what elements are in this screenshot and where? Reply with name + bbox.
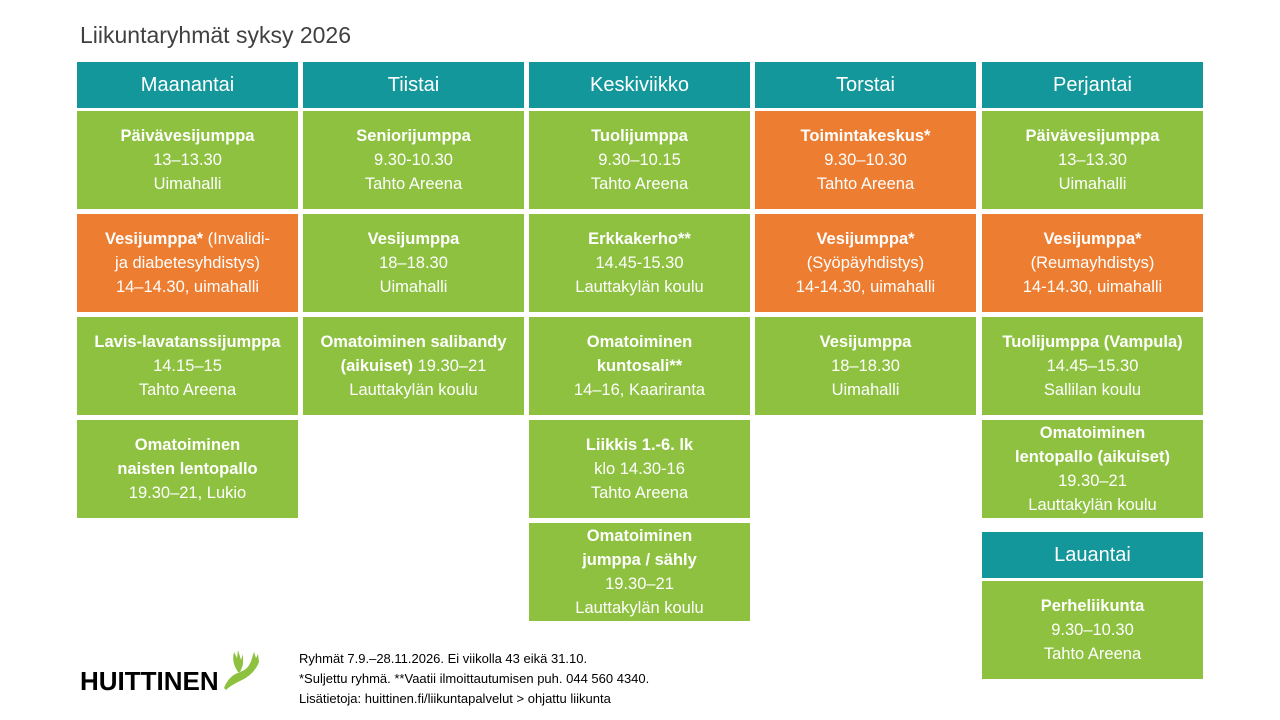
day-header: Lauantai — [982, 532, 1203, 578]
activity-name: Tuolijumppa (Vampula) — [1002, 333, 1183, 351]
day-column-thursday: Torstai Toimintakeskus* 9.30–10.30 Tahto… — [755, 62, 976, 420]
activity-line: Lauttakylän koulu — [575, 599, 704, 617]
activity-card: Omatoiminen jumppa / sähly 19.30–21 Laut… — [529, 523, 750, 621]
activity-line: (Syöpäyhdistys) — [806, 254, 925, 272]
day-header: Perjantai — [982, 62, 1203, 108]
activity-name: Vesijumppa* — [1043, 230, 1142, 248]
activity-card: Lavis-lavatanssijumppa 14.15–15 Tahto Ar… — [77, 317, 298, 415]
activity-line: 19.30–21 — [605, 575, 674, 593]
activity-card: Liikkis 1.-6. lk klo 14.30-16 Tahto Aree… — [529, 420, 750, 518]
activity-line: 19.30–21 — [1058, 472, 1127, 490]
activity-line: Tahto Areena — [816, 175, 915, 193]
activity-line: klo 14.30-16 — [594, 460, 685, 478]
activity-card: Vesijumppa* (Invalidi- ja diabetesyhdist… — [77, 214, 298, 312]
footer-dates: Ryhmät 7.9.–28.11.2026. Ei viikolla 43 e… — [299, 651, 588, 666]
activity-name: Vesijumppa* — [104, 230, 204, 248]
activity-line: 14-14.30, uimahalli — [795, 278, 936, 296]
activity-line: Tahto Areena — [590, 175, 689, 193]
activity-name: Omatoiminen jumppa / sähly — [582, 527, 697, 569]
day-column-saturday: Lauantai Perheliikunta 9.30–10.30 Tahto … — [982, 532, 1203, 684]
activity-line: 9.30-10.30 — [374, 151, 453, 169]
activity-name: Omatoiminen lentopallo (aikuiset) — [1015, 424, 1170, 466]
activity-line: 9.30–10.30 — [824, 151, 907, 169]
activity-name: Omatoiminen naisten lentopallo — [117, 436, 258, 478]
activity-line: Tahto Areena — [590, 484, 689, 502]
footer-info: Lisätietoja: huittinen.fi/liikuntapalvel… — [299, 691, 611, 706]
activity-line: 13–13.30 — [153, 151, 222, 169]
day-header: Tiistai — [303, 62, 524, 108]
activity-card: Seniorijumppa 9.30-10.30 Tahto Areena — [303, 111, 524, 209]
activity-line: 9.30–10.15 — [598, 151, 681, 169]
activity-name: Päivävesijumppa — [1025, 127, 1160, 145]
activity-card: Perheliikunta 9.30–10.30 Tahto Areena — [982, 581, 1203, 679]
footer-legend: *Suljettu ryhmä. **Vaatii ilmoittautumis… — [299, 671, 650, 686]
activity-line: Uimahalli — [153, 175, 222, 193]
activity-line: Tahto Areena — [364, 175, 463, 193]
activity-name: Perheliikunta — [1040, 597, 1145, 615]
activity-line: Lauttakylän koulu — [349, 381, 478, 399]
activity-name: Liikkis 1.-6. lk — [585, 436, 694, 454]
activity-line: 18–18.30 — [379, 254, 448, 272]
activity-card: Erkkakerho** 14.45-15.30 Lauttakylän kou… — [529, 214, 750, 312]
activity-card: Toimintakeskus* 9.30–10.30 Tahto Areena — [755, 111, 976, 209]
activity-line: (Reumayhdistys) — [1030, 254, 1155, 272]
activity-line: 19.30–21, Lukio — [128, 484, 247, 502]
activity-card: Vesijumppa* (Reumayhdistys) 14-14.30, ui… — [982, 214, 1203, 312]
activity-card: Vesijumppa 18–18.30 Uimahalli — [303, 214, 524, 312]
activity-line: 18–18.30 — [831, 357, 900, 375]
activity-card: Tuolijumppa 9.30–10.15 Tahto Areena — [529, 111, 750, 209]
activity-card: Vesijumppa 18–18.30 Uimahalli — [755, 317, 976, 415]
activity-card: Omatoiminen salibandy (aikuiset) 19.30–2… — [303, 317, 524, 415]
activity-line: Sallilan koulu — [1043, 381, 1142, 399]
activity-line: Tahto Areena — [138, 381, 237, 399]
activity-line: Uimahalli — [831, 381, 900, 399]
activity-name: Päivävesijumppa — [120, 127, 255, 145]
activity-line: 9.30–10.30 — [1051, 621, 1134, 639]
footer-notes: Ryhmät 7.9.–28.11.2026. Ei viikolla 43 e… — [299, 649, 649, 709]
activity-card: Tuolijumppa (Vampula) 14.45–15.30 Sallil… — [982, 317, 1203, 415]
activity-card: Vesijumppa* (Syöpäyhdistys) 14-14.30, ui… — [755, 214, 976, 312]
activity-name: Toimintakeskus* — [800, 127, 931, 145]
huittinen-logo: HUITTINEN — [80, 648, 265, 696]
activity-card: Omatoiminen kuntosali** 14–16, Kaarirant… — [529, 317, 750, 415]
activity-name-suffix: 19.30–21 — [413, 357, 487, 375]
page-title: Liikuntaryhmät syksy 2026 — [80, 22, 352, 48]
activity-line: 14-14.30, uimahalli — [1022, 278, 1163, 296]
activity-name-suffix: (Invalidi- — [203, 230, 271, 248]
activity-card: Päivävesijumppa 13–13.30 Uimahalli — [982, 111, 1203, 209]
activity-name: Lavis-lavatanssijumppa — [94, 333, 281, 351]
activity-line: 14.45–15.30 — [1046, 357, 1139, 375]
day-header: Keskiviikko — [529, 62, 750, 108]
moose-antler-icon — [224, 650, 259, 690]
activity-name: Tuolijumppa — [591, 127, 688, 145]
activity-line: ja diabetesyhdistys) — [115, 254, 260, 272]
activity-line: 14.15–15 — [153, 357, 222, 375]
activity-name: Vesijumppa — [819, 333, 912, 351]
activity-line: 14–16, Kaariranta — [573, 381, 706, 399]
activity-line: 14–14.30, uimahalli — [115, 278, 260, 296]
activity-line: Tahto Areena — [1043, 645, 1142, 663]
activity-card: Omatoiminen naisten lentopallo 19.30–21,… — [77, 420, 298, 518]
activity-line: 14.45-15.30 — [595, 254, 684, 272]
activity-line: 13–13.30 — [1058, 151, 1127, 169]
activity-card: Omatoiminen lentopallo (aikuiset) 19.30–… — [982, 420, 1203, 518]
activity-line: Uimahalli — [379, 278, 448, 296]
day-header: Maanantai — [77, 62, 298, 108]
activity-line: Uimahalli — [1058, 175, 1127, 193]
day-column-tuesday: Tiistai Seniorijumppa 9.30-10.30 Tahto A… — [303, 62, 524, 420]
day-column-friday: Perjantai Päivävesijumppa 13–13.30 Uimah… — [982, 62, 1203, 523]
day-column-monday: Maanantai Päivävesijumppa 13–13.30 Uimah… — [77, 62, 298, 523]
activity-card: Päivävesijumppa 13–13.30 Uimahalli — [77, 111, 298, 209]
activity-line: Lauttakylän koulu — [1028, 496, 1157, 514]
activity-name: Erkkakerho** — [588, 230, 691, 248]
activity-name: Vesijumppa* — [816, 230, 915, 248]
activity-name: Vesijumppa — [367, 230, 460, 248]
activity-name: Omatoiminen kuntosali** — [586, 333, 693, 375]
logo-text: HUITTINEN — [80, 666, 219, 696]
activity-name: Omatoiminen salibandy (aikuiset) — [320, 333, 507, 375]
day-header: Torstai — [755, 62, 976, 108]
activity-line: Lauttakylän koulu — [575, 278, 704, 296]
day-column-wednesday: Keskiviikko Tuolijumppa 9.30–10.15 Tahto… — [529, 62, 750, 626]
activity-name: Seniorijumppa — [356, 127, 471, 145]
